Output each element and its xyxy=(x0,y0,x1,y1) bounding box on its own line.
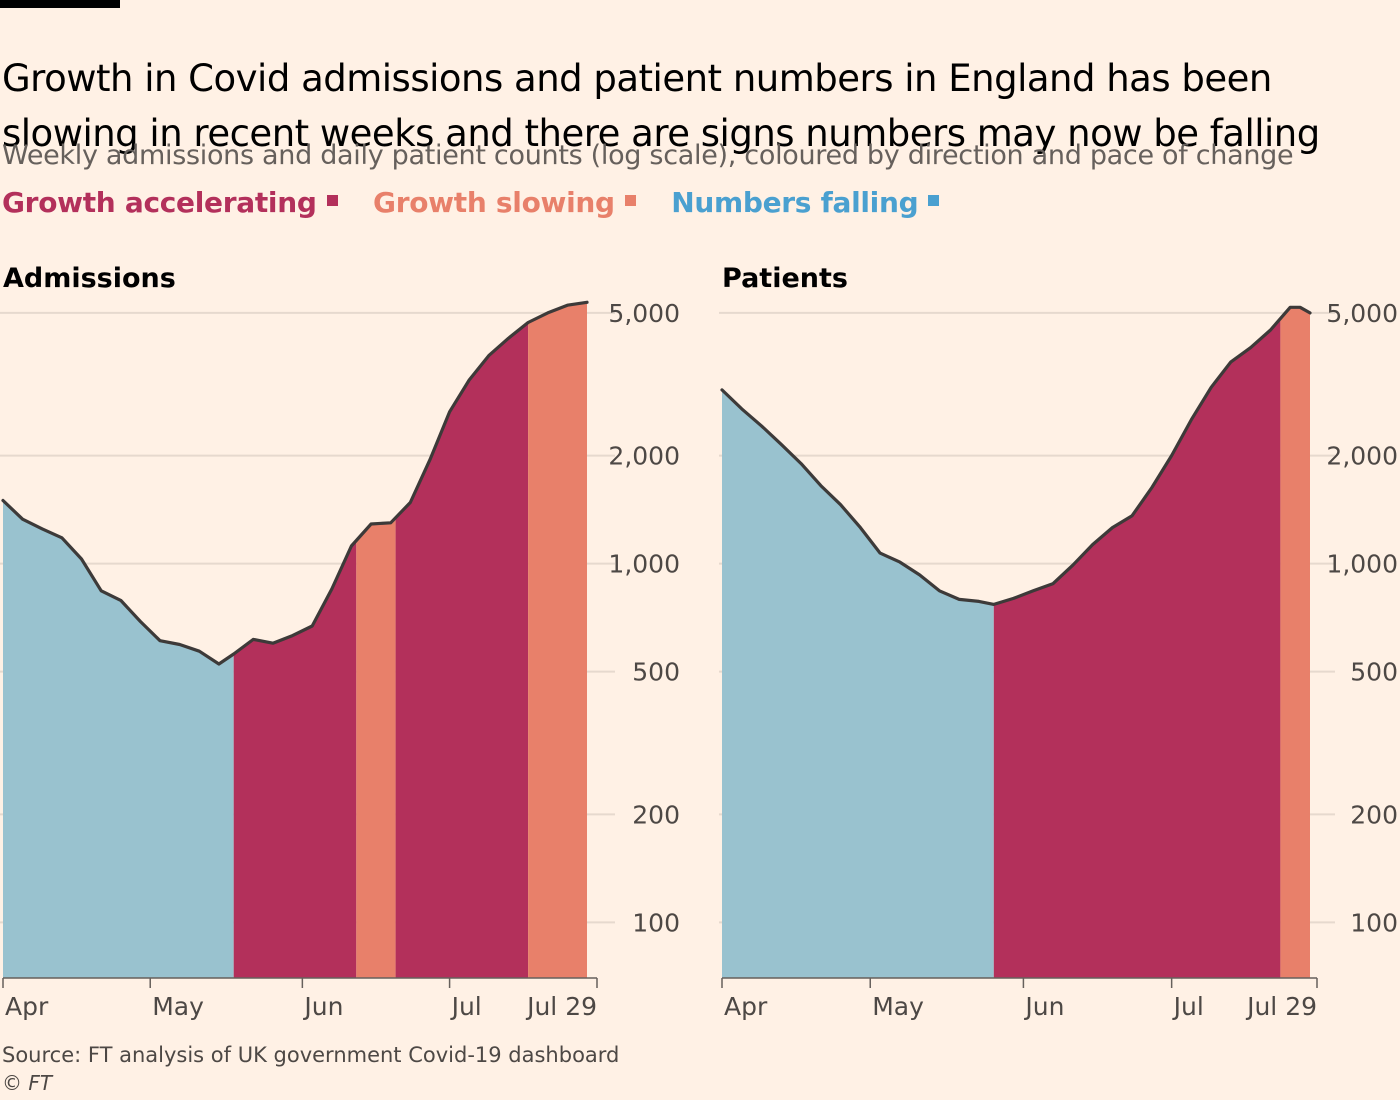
x-tick-label: Jun xyxy=(302,992,343,1021)
x-tick-label: Jul xyxy=(450,992,482,1021)
series-line xyxy=(1,300,589,666)
panel-title: Admissions xyxy=(3,263,176,294)
charts-area: Admissions 100 200 500 1,000 2,000 5,000 Apr May… xyxy=(0,263,1398,1021)
ft-brand-bar xyxy=(0,0,120,8)
y-tick-label: 200 xyxy=(632,800,680,829)
legend-item-falling: Numbers falling xyxy=(671,186,940,219)
y-tick-label: 1,000 xyxy=(608,550,680,579)
x-tick-label: Jul 29 xyxy=(525,992,597,1021)
legend-label: Numbers falling xyxy=(671,186,919,219)
chart-title: Growth in Covid admissions and patient n… xyxy=(2,56,1320,155)
x-tick-label: Apr xyxy=(724,992,768,1021)
area-segment-accelerating xyxy=(993,318,1281,978)
x-tick-label: Jul xyxy=(1172,992,1204,1021)
y-tick-label: 2,000 xyxy=(1326,442,1398,471)
area-segment-falling xyxy=(3,500,234,978)
x-tick-label: Apr xyxy=(5,992,49,1021)
legend-item-accelerating: Growth accelerating xyxy=(2,186,347,219)
y-tick-label: 200 xyxy=(1350,800,1398,829)
source-note: Source: FT analysis of UK government Cov… xyxy=(2,1043,620,1067)
area-segment-accelerating xyxy=(233,540,357,978)
chart-panel-patients: Patients 100 200 500 1,000 2,000 5,000 Apr May Ju… xyxy=(719,263,1398,1021)
area-segment-slowing xyxy=(1280,307,1310,978)
series-line xyxy=(720,305,1312,606)
area-segment-accelerating xyxy=(395,322,529,978)
legend-swatch xyxy=(624,194,636,206)
x-tick-label: May xyxy=(872,992,924,1021)
y-tick-label: 5,000 xyxy=(608,299,680,328)
y-tick-label: 5,000 xyxy=(1326,299,1398,328)
y-tick-label: 500 xyxy=(1350,658,1398,687)
area-segment-slowing xyxy=(528,302,587,978)
chart-panel-admissions: Admissions 100 200 500 1,000 2,000 5,000 Apr May… xyxy=(0,263,680,1021)
y-tick-label: 500 xyxy=(632,658,680,687)
y-tick-label: 2,000 xyxy=(608,442,680,471)
legend-swatch xyxy=(928,194,940,206)
y-tick-label: 100 xyxy=(632,908,680,937)
y-tick-label: 100 xyxy=(1350,908,1398,937)
legend: Growth accelerating Growth slowing Numbe… xyxy=(2,186,965,219)
x-tick-label: Jul 29 xyxy=(1245,992,1317,1021)
legend-label: Growth slowing xyxy=(373,186,615,219)
chart-subtitle: Weekly admissions and daily patient coun… xyxy=(2,140,1294,171)
legend-item-slowing: Growth slowing xyxy=(373,186,645,219)
y-tick-label: 1,000 xyxy=(1326,550,1398,579)
panel-title: Patients xyxy=(722,263,848,294)
area-segment-falling xyxy=(722,389,994,978)
legend-swatch xyxy=(326,194,338,206)
legend-label: Growth accelerating xyxy=(2,186,317,219)
x-tick-label: Jun xyxy=(1023,992,1064,1021)
area-segment-slowing xyxy=(356,517,396,978)
copyright: © FT xyxy=(2,1071,53,1095)
x-tick-label: May xyxy=(152,992,204,1021)
